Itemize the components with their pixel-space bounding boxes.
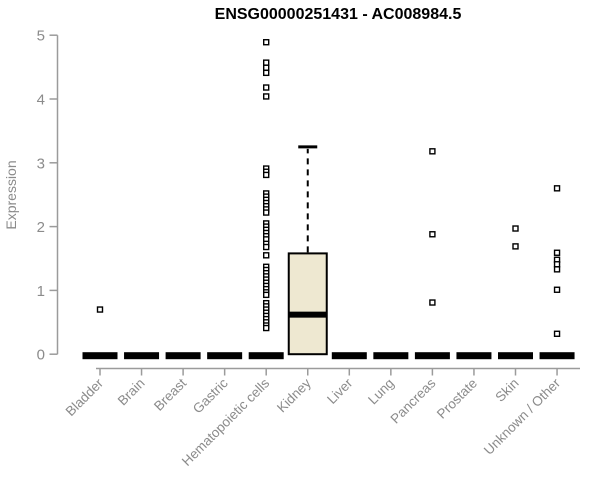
outlier-point	[429, 231, 436, 238]
x-tick-label: Brain	[115, 376, 148, 409]
median-line	[288, 311, 327, 318]
zero-median-bar	[165, 352, 201, 360]
zero-median-bar	[248, 352, 284, 360]
x-tick-label: Gastric	[190, 375, 231, 416]
outlier-point	[553, 266, 561, 273]
outlier-point	[553, 261, 561, 268]
zero-median-bar	[414, 352, 450, 360]
outlier-point	[263, 171, 270, 179]
outlier-point	[263, 252, 270, 259]
outlier-point	[429, 148, 436, 155]
y-tick-label: 0	[37, 347, 45, 364]
zero-median-bar	[456, 352, 492, 360]
outlier-point	[553, 330, 561, 337]
x-tick-label: Liver	[324, 375, 356, 407]
y-tick-label: 2	[37, 219, 45, 236]
outlier-point	[263, 69, 270, 77]
chart-title: ENSG00000251431 - AC008984.5	[215, 6, 462, 23]
outlier-point	[96, 306, 104, 313]
outlier-point	[512, 243, 519, 250]
x-tick-label: Pancreas	[388, 375, 439, 426]
box	[287, 252, 328, 356]
outlier-point	[553, 185, 561, 192]
x-tick-label: Bladder	[63, 375, 107, 419]
outlier-point	[263, 64, 270, 71]
outlier-point	[553, 249, 561, 256]
outlier-point	[429, 299, 436, 306]
outlier-point	[263, 324, 270, 332]
x-tick-label: Unknown / Other	[481, 375, 564, 458]
zero-median-bar	[498, 352, 533, 360]
y-tick-label: 4	[37, 92, 45, 109]
zero-median-bar	[207, 352, 243, 360]
outlier-point	[263, 84, 270, 91]
outlier-point	[512, 225, 519, 232]
x-tick-label: Kidney	[274, 375, 314, 415]
zero-median-bar	[373, 352, 409, 360]
x-tick-label: Prostate	[434, 376, 480, 422]
outlier-point	[263, 39, 270, 46]
x-tick-label: Breast	[151, 375, 189, 413]
y-tick-label: 1	[37, 283, 45, 300]
outlier-point	[263, 243, 270, 251]
outlier-point	[263, 59, 270, 66]
zero-median-bar	[82, 352, 118, 360]
zero-median-bar	[539, 352, 575, 360]
x-tick-label: Lung	[365, 376, 397, 408]
zero-median-bar	[124, 352, 160, 360]
y-tick-label: 5	[37, 28, 45, 45]
y-axis-label: Expression	[3, 160, 19, 229]
x-tick-label: Skin	[492, 376, 521, 405]
zero-median-bar	[331, 352, 367, 360]
outlier-point	[263, 93, 270, 100]
y-tick-label: 3	[37, 155, 45, 172]
outlier-point	[263, 209, 270, 216]
outlier-point	[553, 286, 561, 293]
outlier-point	[263, 291, 270, 299]
